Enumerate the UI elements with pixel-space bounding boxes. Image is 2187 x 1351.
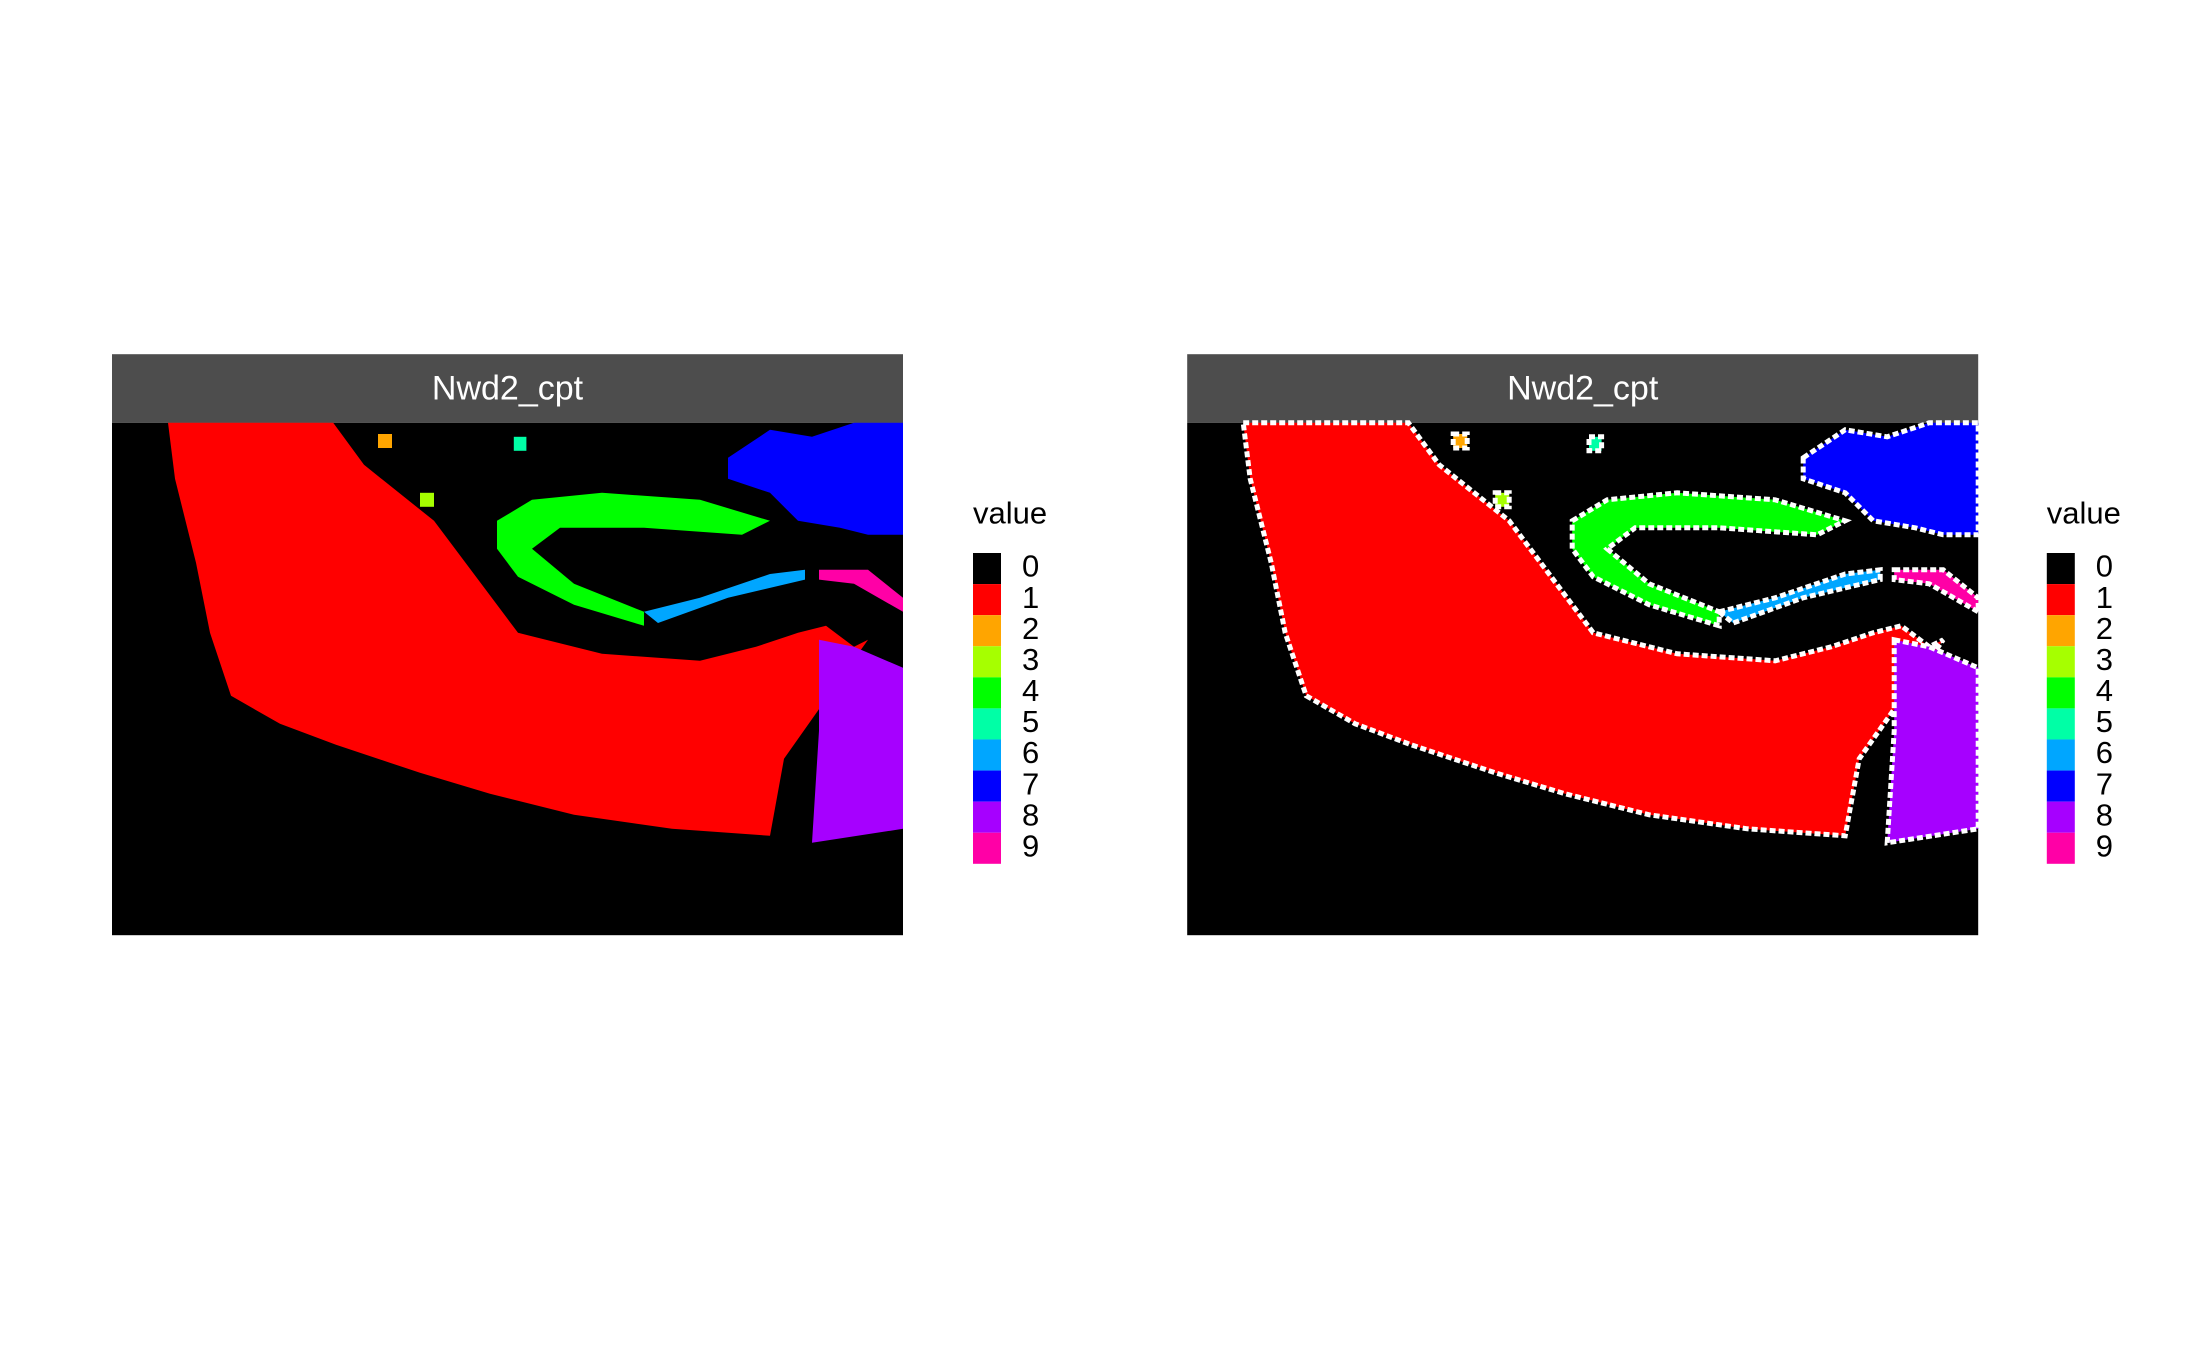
legend-label: 9	[1022, 828, 1039, 863]
region	[1492, 490, 1512, 510]
region	[644, 569, 805, 623]
legend-key	[973, 770, 1001, 802]
region	[812, 639, 903, 843]
legend-key	[973, 646, 1001, 678]
legend-label: 4	[1022, 673, 1039, 708]
legend-key	[2046, 801, 2075, 833]
region	[1450, 431, 1470, 451]
legend-label: 9	[2096, 828, 2113, 863]
legend-label: 0	[2096, 549, 2113, 584]
legend-label: 8	[2096, 797, 2113, 832]
legend-key	[2046, 584, 2075, 616]
legend-label: 5	[1022, 704, 1039, 739]
legend-key	[2046, 646, 2075, 678]
region	[168, 422, 868, 836]
legend-label: 2	[1022, 611, 1039, 646]
legend-key	[2046, 615, 2075, 647]
region	[1891, 567, 1981, 617]
legend-key	[973, 615, 1001, 647]
legend-key	[2046, 677, 2075, 709]
legend-label: 6	[2096, 735, 2113, 770]
strip-title: Nwd2_cpt	[432, 369, 584, 407]
region	[1800, 420, 1981, 538]
legend-key	[973, 584, 1001, 616]
regions	[1240, 420, 1981, 846]
region	[378, 434, 392, 448]
legend-label: 7	[1022, 766, 1039, 801]
legend-label: 1	[1022, 580, 1039, 615]
region	[1713, 566, 1883, 626]
region	[1884, 636, 1981, 846]
region	[819, 569, 903, 612]
legend-label: 7	[2096, 766, 2113, 801]
strip-title: Nwd2_cpt	[1507, 369, 1659, 407]
region	[420, 492, 434, 507]
legend-label: 8	[1022, 797, 1039, 832]
legend-title: value	[973, 495, 1047, 530]
region	[1569, 490, 1852, 630]
legend-key	[2046, 832, 2075, 864]
legend-key	[2046, 708, 2075, 740]
legend-key	[2046, 553, 2075, 585]
strip	[1187, 354, 1979, 423]
legend-key	[2046, 770, 2075, 802]
legend-label: 1	[2096, 580, 2113, 615]
region	[513, 436, 527, 451]
legend-label: 2	[2096, 611, 2113, 646]
legend-label: 5	[2096, 704, 2113, 739]
legend-key	[973, 553, 1001, 585]
regions	[168, 422, 903, 843]
legend-key	[973, 832, 1001, 864]
legend-label: 4	[2096, 673, 2113, 708]
legend-label: 0	[1022, 549, 1039, 584]
legend-key	[973, 708, 1001, 740]
legend-key	[973, 677, 1001, 709]
legend-key	[973, 801, 1001, 833]
region	[497, 492, 770, 626]
region	[1586, 434, 1605, 454]
legend-key	[2046, 739, 2075, 771]
legend-title: value	[2047, 495, 2121, 530]
strip	[112, 354, 903, 423]
region	[728, 422, 903, 535]
legend-key	[973, 739, 1001, 771]
legend-label: 3	[2096, 642, 2113, 677]
legend-label: 6	[1022, 735, 1039, 770]
legend-label: 3	[1022, 642, 1039, 677]
